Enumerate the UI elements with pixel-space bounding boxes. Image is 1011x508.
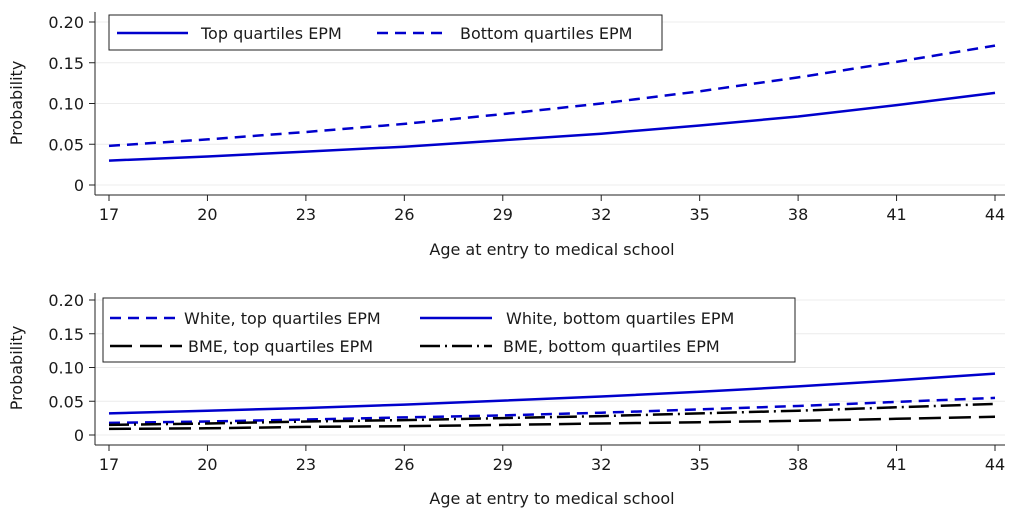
x-tick-label: 17 (99, 205, 119, 224)
legend-label-white-bottom: White, bottom quartiles EPM (506, 309, 734, 328)
y-tick-label: 0.10 (48, 359, 84, 378)
y-tick-label: 0.15 (48, 325, 84, 344)
grid-lines-top (95, 21, 1005, 186)
y-tick-label: 0.10 (48, 95, 84, 114)
x-tick-label: 41 (886, 455, 906, 474)
y-ticks-top: 0 0.05 0.10 0.15 0.20 (48, 13, 95, 195)
y-tick-label: 0.05 (48, 135, 84, 154)
legend-label-bme-bottom: BME, bottom quartiles EPM (503, 337, 720, 356)
x-tick-label: 44 (985, 205, 1005, 224)
x-tick-label: 44 (985, 455, 1005, 474)
series-line-top-0 (108, 91, 996, 162)
y-tick-label: 0.20 (48, 13, 84, 32)
legend-bottom: White, top quartiles EPM White, bottom q… (102, 297, 796, 363)
x-tick-label: 29 (493, 205, 513, 224)
x-tick-label: 20 (197, 205, 217, 224)
series-line-bottom-1 (108, 372, 996, 415)
x-tick-label: 20 (197, 455, 217, 474)
legend-box-bottom (102, 297, 796, 363)
y-tick-label: 0.15 (48, 54, 84, 73)
y-tick-label: 0.05 (48, 392, 84, 411)
x-axis-title-top: Age at entry to medical school (429, 240, 674, 259)
x-tick-label: 38 (788, 455, 808, 474)
x-ticks-top: 17 20 23 26 29 32 35 38 41 44 (99, 195, 1005, 224)
legend-label-bme-top: BME, top quartiles EPM (188, 337, 373, 356)
y-axis-title-top: Probability (7, 61, 26, 146)
x-tick-label: 32 (591, 455, 611, 474)
legend-label-white-top: White, top quartiles EPM (184, 309, 381, 328)
series-line-bottom-3 (108, 402, 996, 427)
series-line-top-1 (108, 44, 996, 148)
x-tick-label: 35 (689, 205, 709, 224)
x-tick-label: 17 (99, 455, 119, 474)
y-tick-label: 0.20 (48, 291, 84, 310)
chart-panel-bottom: 0 0.05 0.10 0.15 0.20 17 20 23 26 29 32 35 38 41 44 P… (7, 291, 1005, 508)
x-tick-label: 41 (886, 205, 906, 224)
series-lines-bottom (108, 372, 996, 431)
y-tick-label: 0 (74, 426, 84, 445)
x-tick-label: 35 (689, 455, 709, 474)
y-tick-label: 0 (74, 176, 84, 195)
y-axis-title-bottom: Probability (7, 326, 26, 411)
x-tick-label: 23 (296, 205, 316, 224)
legend-label-top-quartiles: Top quartiles EPM (200, 24, 342, 43)
y-ticks-bottom: 0 0.05 0.10 0.15 0.20 (48, 291, 95, 445)
x-tick-label: 29 (493, 455, 513, 474)
x-ticks-bottom: 17 20 23 26 29 32 35 38 41 44 (99, 445, 1005, 474)
series-lines-top (108, 44, 996, 162)
series-line-bottom-2 (108, 415, 996, 431)
x-axis-title-bottom: Age at entry to medical school (429, 489, 674, 508)
x-tick-label: 32 (591, 205, 611, 224)
legend-label-bottom-quartiles: Bottom quartiles EPM (460, 24, 632, 43)
series-line-bottom-0 (108, 396, 996, 425)
x-tick-label: 26 (394, 455, 414, 474)
legend-top: Top quartiles EPM Bottom quartiles EPM (108, 14, 663, 51)
chart-panel-top: 0 0.05 0.10 0.15 0.20 17 20 23 26 29 32 35 38 41 44 P… (7, 12, 1005, 259)
x-tick-label: 38 (788, 205, 808, 224)
x-tick-label: 23 (296, 455, 316, 474)
x-tick-label: 26 (394, 205, 414, 224)
